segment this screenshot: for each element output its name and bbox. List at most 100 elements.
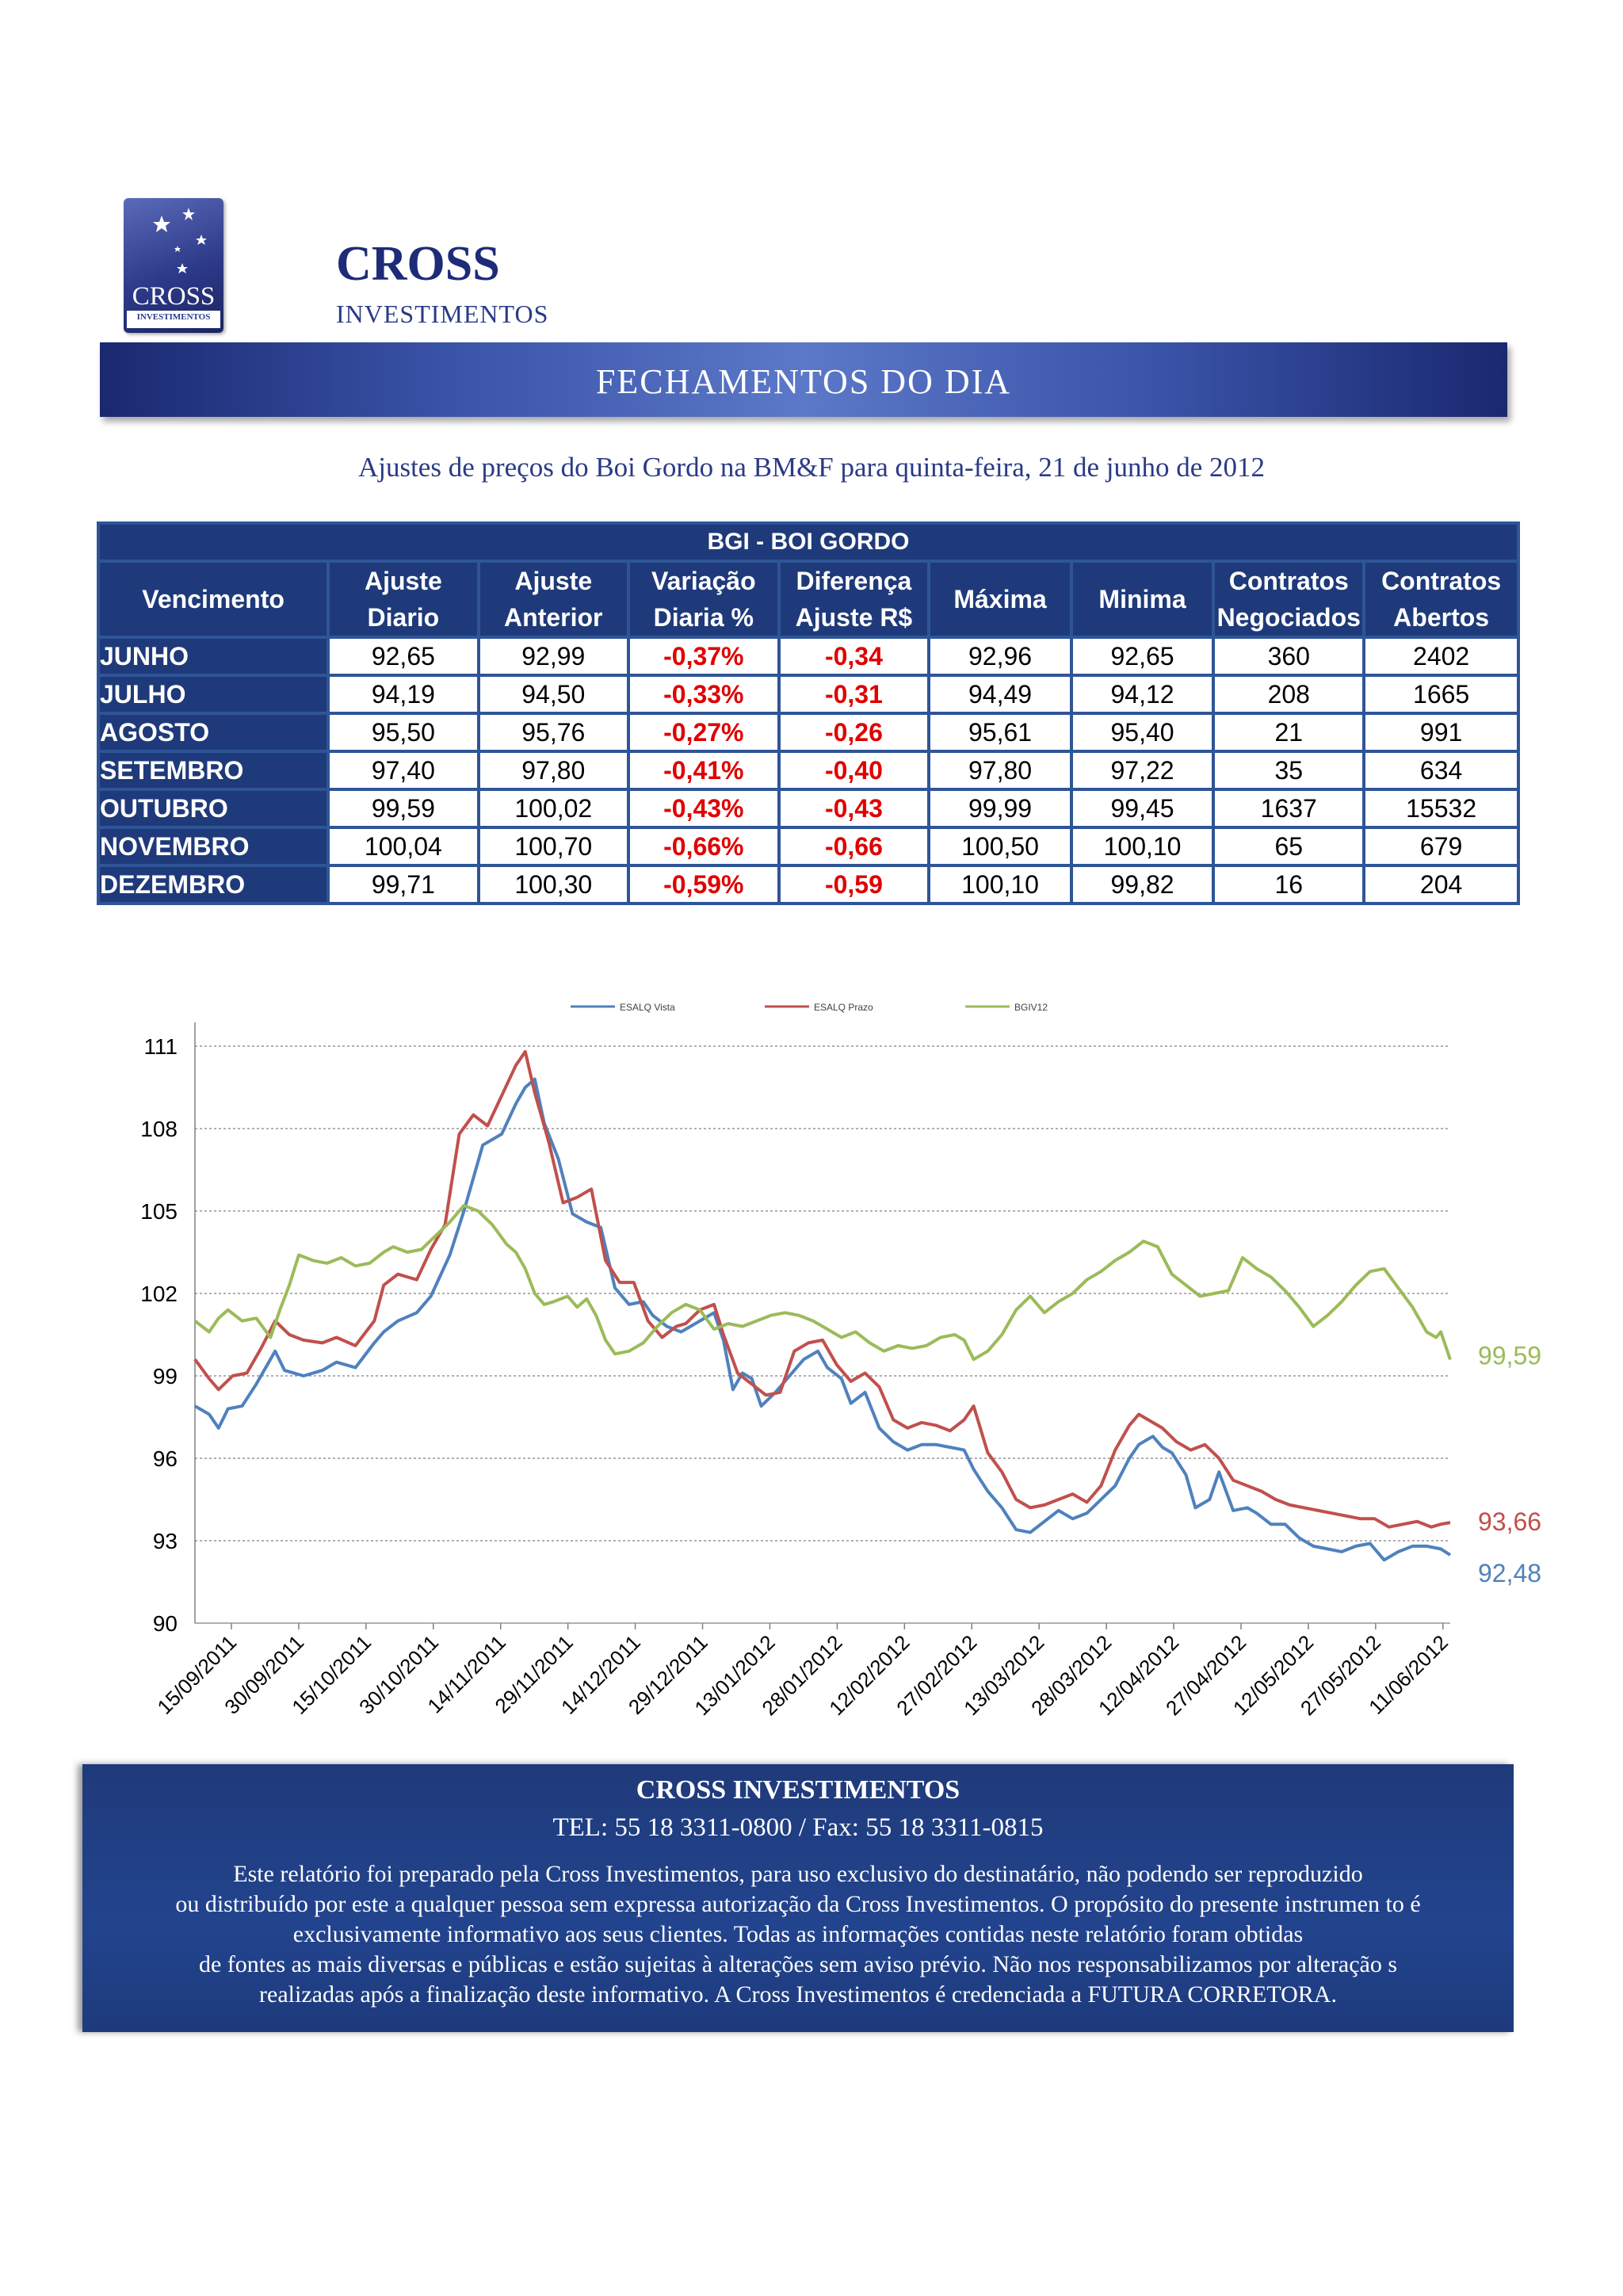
y-tick-label: 105 <box>140 1199 178 1224</box>
price-chart: 9093969910210510811115/09/201130/09/2011… <box>140 1002 1541 1720</box>
series-end-label: 99,59 <box>1478 1342 1541 1370</box>
table-cell: 92,99 <box>479 639 628 674</box>
table-row: OUTUBRO 99,59 100,02 -0,43% -0,43 99,99 99,45 1… <box>100 791 1517 826</box>
table-cell: 100,30 <box>479 867 628 902</box>
table-cell: 1665 <box>1365 677 1517 712</box>
series-line-0 <box>193 1077 1452 1562</box>
table-cell: 92,65 <box>1072 639 1212 674</box>
row-month: SETEMBRO <box>100 753 327 788</box>
legend-label: ESALQ Prazo <box>814 1002 873 1013</box>
table-cell: 204 <box>1365 867 1517 902</box>
table-cell: 360 <box>1215 639 1363 674</box>
y-tick-label: 93 <box>153 1529 178 1553</box>
table-header-row: Vencimento Ajuste Diario Ajuste Anterior V… <box>100 563 1517 636</box>
table-cell: 21 <box>1215 715 1363 750</box>
table-cell: 94,19 <box>330 677 477 712</box>
table-row: JULHO 94,19 94,50 -0,33% -0,31 94,49 94,12 208 1… <box>100 677 1517 712</box>
table-cell: -0,27% <box>630 715 777 750</box>
row-month: NOVEMBRO <box>100 829 327 864</box>
table-cell: 99,82 <box>1072 867 1212 902</box>
col-header-variacao: Variação Diaria % <box>630 563 777 636</box>
table-cell: -0,37% <box>630 639 777 674</box>
table-cell: -0,31 <box>780 677 928 712</box>
col-header-contratos-negociados: Contratos Negociados <box>1215 563 1363 636</box>
footer-line: realizadas após a finalização deste info… <box>259 1981 1337 2008</box>
footer-text: Este relatório foi preparado pela Cross … <box>82 1859 1514 2010</box>
table-cell: -0,43% <box>630 791 777 826</box>
table-cell: -0,66% <box>630 829 777 864</box>
footer-title: CROSS INVESTIMENTOS <box>636 1775 960 1805</box>
y-tick-label: 111 <box>143 1034 178 1059</box>
table-row: JUNHO 92,65 92,99 -0,37% -0,34 92,96 92,65 360 2… <box>100 639 1517 674</box>
logo-subword: INVESTIMENTOS <box>136 312 211 322</box>
footer-line: ou distribuído por este a qualquer pesso… <box>175 1891 1421 1917</box>
table-cell: 991 <box>1365 715 1517 750</box>
series-line-2 <box>193 1204 1452 1362</box>
brand-subname: INVESTIMENTOS <box>336 300 549 328</box>
table-cell: 99,45 <box>1072 791 1212 826</box>
table-cell: 634 <box>1365 753 1517 788</box>
table-cell: -0,43 <box>780 791 928 826</box>
table-cell: 100,50 <box>930 829 1070 864</box>
footer-line: Este relatório foi preparado pela Cross … <box>233 1861 1363 1887</box>
legend-label: ESALQ Vista <box>620 1002 675 1013</box>
table-cell: 95,50 <box>330 715 477 750</box>
stars-icon <box>153 208 207 273</box>
footer-disclaimer: CROSS INVESTIMENTOS TEL: 55 18 3311-0800… <box>82 1764 1514 2032</box>
row-month: AGOSTO <box>100 715 327 750</box>
table-cell: 97,40 <box>330 753 477 788</box>
table-cell: 100,10 <box>930 867 1070 902</box>
table-title: BGI - BOI GORDO <box>100 525 1517 560</box>
table-cell: 99,99 <box>930 791 1070 826</box>
table-cell: 16 <box>1215 867 1363 902</box>
table-cell: 208 <box>1215 677 1363 712</box>
col-header-ajuste-anterior: Ajuste Anterior <box>479 563 628 636</box>
footer-phone: TEL: 55 18 3311-0800 / Fax: 55 18 3311-0… <box>552 1813 1044 1842</box>
legend-label: BGIV12 <box>1014 1002 1048 1013</box>
table-cell: -0,59% <box>630 867 777 902</box>
prices-table: BGI - BOI GORDO Vencimento Ajuste Diario … <box>97 521 1520 905</box>
table-cell: -0,59 <box>780 867 928 902</box>
table-cell: 95,61 <box>930 715 1070 750</box>
col-header-ajuste-diario: Ajuste Diario <box>330 563 477 636</box>
table-cell: 97,80 <box>930 753 1070 788</box>
table-cell: 679 <box>1365 829 1517 864</box>
table-cell: 100,10 <box>1072 829 1212 864</box>
col-header-contratos-abertos: Contratos Abertos <box>1365 563 1517 636</box>
col-header-diferenca: Diferença Ajuste R$ <box>780 563 928 636</box>
y-tick-label: 90 <box>153 1611 178 1636</box>
table-cell: 65 <box>1215 829 1363 864</box>
table-cell: 95,40 <box>1072 715 1212 750</box>
col-header-maxima: Máxima <box>930 563 1070 636</box>
table-cell: 92,96 <box>930 639 1070 674</box>
table-cell: 35 <box>1215 753 1363 788</box>
table-row: SETEMBRO 97,40 97,80 -0,41% -0,40 97,80 97,22 3… <box>100 753 1517 788</box>
table-cell: 94,50 <box>479 677 628 712</box>
table-cell: -0,26 <box>780 715 928 750</box>
table-cell: -0,66 <box>780 829 928 864</box>
table-row: DEZEMBRO 99,71 100,30 -0,59% -0,59 100,10 99,8… <box>100 867 1517 902</box>
row-month: OUTUBRO <box>100 791 327 826</box>
table-cell: 1637 <box>1215 791 1363 826</box>
table-cell: 2402 <box>1365 639 1517 674</box>
report-subtitle: Ajustes de preços do Boi Gordo na BM&F p… <box>357 452 1266 483</box>
table-cell: 97,80 <box>479 753 628 788</box>
y-tick-label: 99 <box>153 1364 178 1389</box>
table-cell: 95,76 <box>479 715 628 750</box>
y-tick-label: 96 <box>153 1446 178 1471</box>
table-cell: 100,04 <box>330 829 477 864</box>
title-banner: FECHAMENTOS DO DIA <box>100 342 1507 417</box>
row-month: DEZEMBRO <box>100 867 327 902</box>
y-tick-label: 102 <box>140 1282 178 1306</box>
table-cell: 100,02 <box>479 791 628 826</box>
logo-word: CROSS <box>132 282 216 311</box>
row-month: JULHO <box>100 677 327 712</box>
table-cell: 15532 <box>1365 791 1517 826</box>
banner-title: FECHAMENTOS DO DIA <box>595 362 1012 401</box>
table-cell: 94,49 <box>930 677 1070 712</box>
footer-line: de fontes as mais diversas e públicas e … <box>198 1951 1397 1977</box>
col-header-vencimento: Vencimento <box>100 563 327 636</box>
table-cell: -0,33% <box>630 677 777 712</box>
table-cell: 100,70 <box>479 829 628 864</box>
footer-line: exclusivamente informativo aos seus clie… <box>292 1921 1304 1947</box>
